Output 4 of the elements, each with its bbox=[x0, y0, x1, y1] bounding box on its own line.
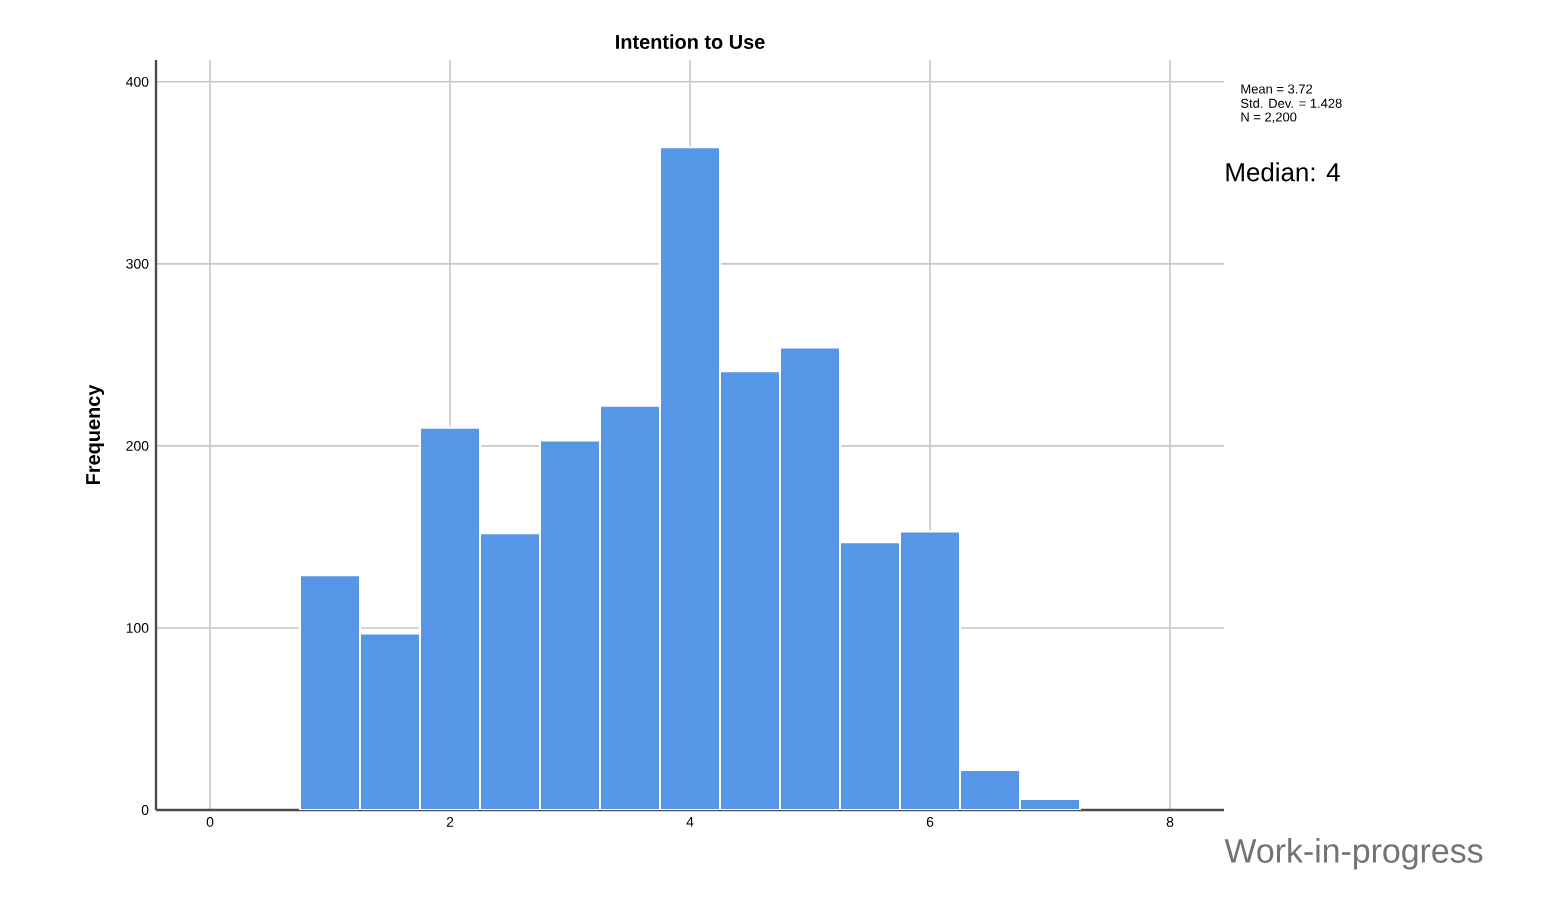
text: Median: 4 bbox=[1226, 162, 1340, 182]
chart-title: Intention to Use bbox=[616, 34, 765, 49]
text: Work-in-progress bbox=[1224, 838, 1483, 870]
y-axis-title: Frequency bbox=[86, 384, 105, 485]
